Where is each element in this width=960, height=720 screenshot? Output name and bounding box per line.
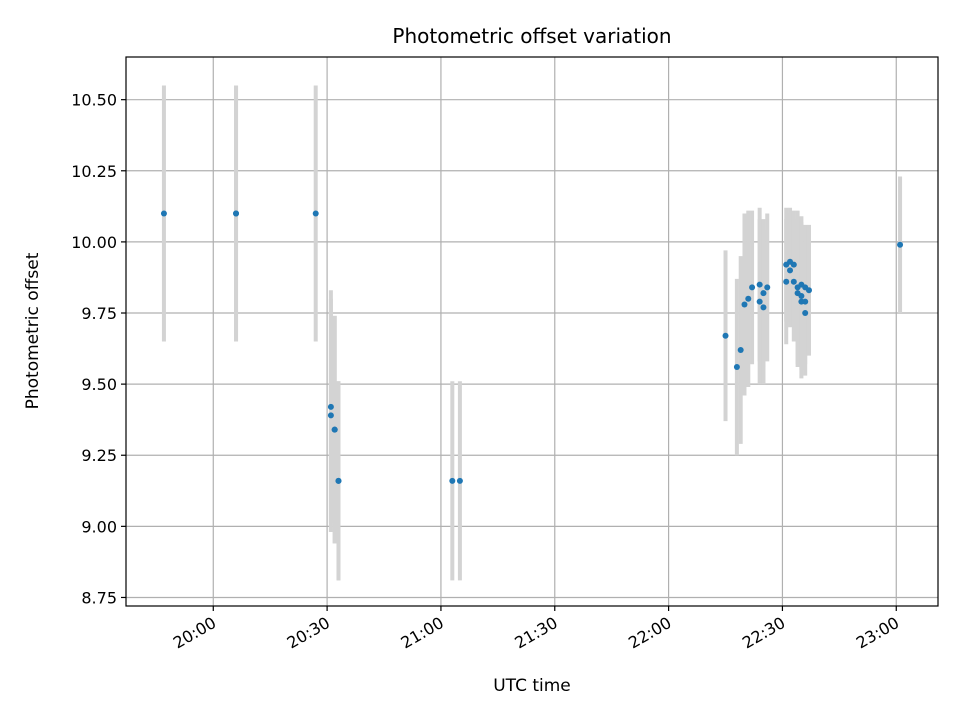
data-point xyxy=(733,364,740,371)
data-point xyxy=(745,295,752,302)
x-ticks: 20:00 20:30 21:00 21:30 22:00 22:30 23:00 xyxy=(170,606,902,653)
data-points xyxy=(160,210,904,484)
data-point xyxy=(798,292,805,299)
data-point xyxy=(456,477,463,484)
y-axis-label: Photometric offset xyxy=(23,252,43,409)
data-point xyxy=(737,346,744,353)
data-point xyxy=(233,210,240,217)
data-point xyxy=(802,298,809,305)
y-tick-label: 10.25 xyxy=(71,162,117,181)
data-point xyxy=(327,412,334,419)
error-bars xyxy=(161,85,903,581)
data-point xyxy=(312,210,319,217)
x-tick-label: 20:00 xyxy=(170,613,219,653)
data-point xyxy=(749,284,756,291)
y-tick-label: 9.25 xyxy=(81,446,117,465)
data-point xyxy=(764,284,771,291)
x-tick-label: 20:30 xyxy=(284,613,333,653)
data-point xyxy=(760,290,767,297)
data-point xyxy=(722,332,729,339)
y-tick-label: 8.75 xyxy=(81,588,117,607)
chart-title: Photometric offset variation xyxy=(392,24,671,48)
data-point xyxy=(449,477,456,484)
x-tick-label: 22:00 xyxy=(625,613,674,653)
x-tick-label: 23:00 xyxy=(853,613,902,653)
x-tick-label: 22:30 xyxy=(739,613,788,653)
data-point xyxy=(760,304,767,311)
data-point xyxy=(741,301,748,308)
data-point xyxy=(331,426,338,433)
grid xyxy=(126,57,938,606)
x-axis-label: UTC time xyxy=(493,676,571,696)
data-point xyxy=(335,477,342,484)
data-point xyxy=(897,241,904,248)
data-point xyxy=(787,267,794,274)
data-point xyxy=(160,210,167,217)
data-point xyxy=(790,278,797,285)
y-ticks: 8.75 9.00 9.25 9.50 9.75 10.00 10.25 10.50 xyxy=(71,91,126,607)
y-tick-label: 10.50 xyxy=(71,91,117,110)
data-point xyxy=(327,403,334,410)
data-point xyxy=(802,310,809,317)
y-tick-label: 10.00 xyxy=(71,233,117,252)
x-tick-label: 21:30 xyxy=(511,613,560,653)
data-point xyxy=(790,261,797,268)
y-tick-label: 9.75 xyxy=(81,304,117,323)
data-point xyxy=(756,281,763,288)
y-tick-label: 9.00 xyxy=(81,517,117,536)
data-point xyxy=(783,278,790,285)
data-point xyxy=(756,298,763,305)
plot-frame xyxy=(125,56,939,607)
y-tick-label: 9.50 xyxy=(81,375,117,394)
data-point xyxy=(805,287,812,294)
x-tick-label: 21:00 xyxy=(398,613,447,653)
